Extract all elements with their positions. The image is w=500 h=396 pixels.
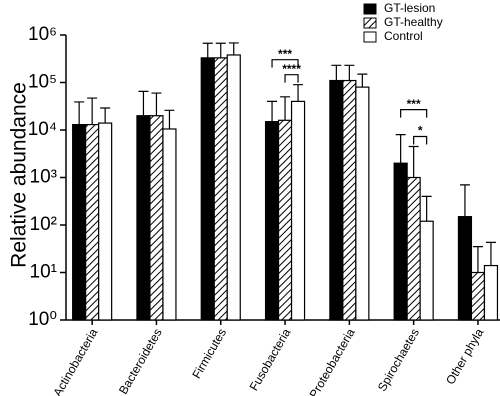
- bar: [85, 123, 100, 321]
- significance-bracket: [284, 74, 299, 83]
- y-tick-label: 10⁰: [28, 309, 57, 330]
- significance-label: *: [418, 124, 423, 138]
- significance-bracket: [400, 109, 428, 118]
- y-tick-label: 10⁴: [28, 119, 57, 140]
- x-tick-label: Bacteroidetes: [116, 326, 165, 396]
- legend-swatch: [363, 17, 377, 29]
- bar: [213, 57, 228, 321]
- bar: [355, 86, 370, 321]
- error-bar: [459, 184, 470, 217]
- error-bar: [87, 97, 98, 125]
- significance-label: ***: [278, 47, 292, 61]
- bar: [277, 119, 293, 321]
- bar: [393, 162, 408, 321]
- legend-label: GT-lesion: [384, 1, 435, 15]
- error-bar: [151, 92, 162, 116]
- bar: [226, 54, 241, 321]
- error-bar: [100, 107, 111, 124]
- bar: [98, 122, 113, 321]
- error-bar: [472, 246, 483, 273]
- x-tick-label: Proteobacteria: [307, 326, 358, 396]
- error-bar: [485, 241, 496, 266]
- error-bar: [280, 96, 291, 121]
- x-tick-label: Fusobacteria: [247, 326, 294, 393]
- error-bar: [408, 145, 419, 178]
- x-tick-label: Actinobacteria: [50, 326, 100, 396]
- significance-label: ***: [407, 97, 421, 111]
- error-bar: [331, 64, 342, 81]
- y-tick-label: 10⁵: [28, 72, 57, 93]
- bar: [290, 100, 306, 321]
- legend-label: GT-healthy: [384, 15, 443, 29]
- x-tick-label: Spirochaetes: [375, 326, 422, 394]
- error-bar: [164, 109, 175, 129]
- bar: [149, 115, 164, 321]
- bar: [483, 264, 499, 321]
- x-tick-label: Firmicutes: [189, 326, 229, 381]
- significance-label: ****: [282, 62, 301, 76]
- legend-swatch: [363, 31, 377, 43]
- error-bar: [202, 42, 213, 58]
- x-tick-label: Other phyla: [443, 326, 486, 387]
- bar: [419, 220, 434, 321]
- error-bar: [138, 90, 149, 116]
- bar: [136, 115, 151, 321]
- legend-label: Control: [384, 29, 423, 43]
- significance-bracket: [271, 59, 299, 68]
- legend-swatch: [363, 3, 377, 15]
- y-tick-label: 10⁶: [28, 24, 57, 45]
- bar: [342, 79, 357, 321]
- significance-bracket: [413, 135, 428, 145]
- bar: [162, 128, 177, 321]
- y-tick-label: 10¹: [30, 262, 57, 283]
- error-bar: [267, 100, 278, 122]
- y-tick-label: 10³: [30, 167, 57, 188]
- error-bar: [344, 64, 355, 81]
- error-bar: [228, 42, 239, 55]
- error-bar: [395, 134, 406, 164]
- error-bar: [357, 73, 368, 88]
- bar: [470, 271, 486, 321]
- bar: [200, 57, 215, 321]
- bar: [406, 176, 421, 321]
- bar: [264, 121, 280, 321]
- error-bar: [421, 195, 432, 222]
- y-axis-label: Relative abundance: [8, 82, 31, 268]
- y-tick-label: 10²: [30, 214, 57, 235]
- bar: [72, 123, 87, 321]
- error-bar: [215, 42, 226, 58]
- bar: [457, 216, 473, 321]
- bar: [329, 79, 344, 321]
- error-bar: [74, 101, 85, 125]
- error-bar: [293, 84, 304, 102]
